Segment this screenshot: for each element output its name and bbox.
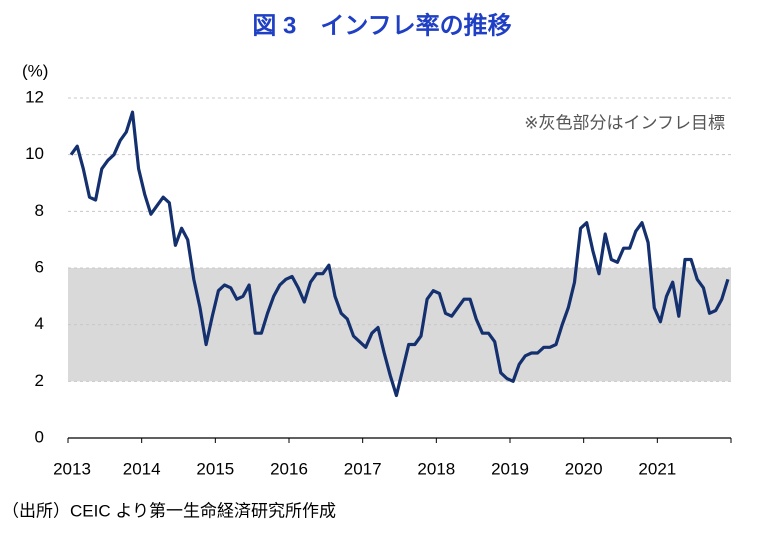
x-tick-label: 2016	[270, 459, 308, 478]
series-line	[69, 110, 730, 398]
source-note: （出所）CEIC より第一生命経済研究所作成	[2, 501, 336, 520]
x-tick-label: 2015	[196, 459, 234, 478]
x-tick-label: 2021	[638, 459, 676, 478]
y-tick-label: 2	[35, 371, 44, 390]
y-tick-label: 0	[35, 427, 44, 446]
y-tick-label: 10	[25, 144, 44, 163]
x-tick-label: 2018	[417, 459, 455, 478]
chart-title: 図 3 インフレ率の推移	[252, 11, 511, 39]
x-tick-label: 2013	[53, 459, 91, 478]
annotation: ※灰色部分はインフレ目標	[524, 113, 725, 132]
x-tick-label: 2019	[491, 459, 529, 478]
y-tick-label: 6	[35, 257, 44, 276]
x-tick-label: 2020	[565, 459, 603, 478]
x-tick-label: 2017	[344, 459, 382, 478]
y-tick-label: 12	[25, 87, 44, 106]
y-tick-label: 4	[35, 314, 44, 333]
y-axis-label: (%)	[22, 61, 48, 80]
x-tick-label: 2014	[123, 459, 161, 478]
y-tick-label: 8	[35, 201, 44, 220]
